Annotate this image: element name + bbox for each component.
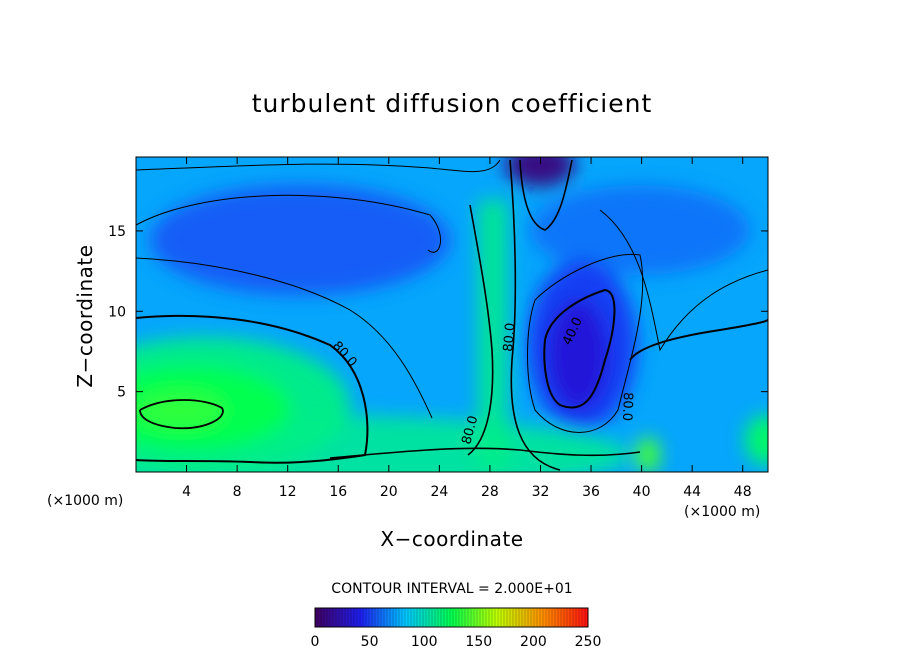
contour-jet-left xyxy=(467,204,494,456)
x-tick-label: 16 xyxy=(329,484,347,500)
colorbar-tick-label: 0 xyxy=(311,634,320,650)
x-unit-label-left: (×1000 m) xyxy=(47,493,123,509)
contour-100-core xyxy=(139,399,224,430)
y-tick-label: 10 xyxy=(108,304,126,320)
x-unit-label-right: (×1000 m) xyxy=(684,504,760,520)
jet-column xyxy=(478,200,508,470)
right-edge-high xyxy=(745,415,768,465)
colorbar-hatches xyxy=(317,609,586,626)
colorbar-tick-label: 200 xyxy=(520,634,547,650)
x-tick-label: 12 xyxy=(279,484,297,500)
x-tick-label: 28 xyxy=(481,484,499,500)
x-axis-title: X−coordinate xyxy=(380,527,523,551)
y-tick-label: 5 xyxy=(117,385,126,401)
colorbar-tick-label: 150 xyxy=(465,634,492,650)
x-tick-label: 8 xyxy=(233,484,242,500)
surface-spot xyxy=(636,437,660,472)
x-tick-label: 32 xyxy=(532,484,550,500)
contour-label-80-bottom: 80.0 xyxy=(459,414,481,446)
colorbar: 0 50 100 150 200 250 xyxy=(311,607,602,650)
contour-surface xyxy=(329,447,641,459)
y-axis-title: Z−coordinate xyxy=(73,244,97,387)
y-axis: 5 10 15 xyxy=(108,224,768,401)
x-tick-label: 48 xyxy=(734,484,752,500)
x-tick-label: 20 xyxy=(380,484,398,500)
contour-80-left xyxy=(136,314,369,464)
chart-title: turbulent diffusion coefficient xyxy=(252,89,653,118)
contour-right-thin xyxy=(599,209,768,352)
contour-80-right xyxy=(629,319,768,361)
colorbar-ramp xyxy=(314,607,589,628)
colorbar-tick-label: 250 xyxy=(575,634,602,650)
x-tick-label: 24 xyxy=(430,484,448,500)
x-axis: 4 8 12 16 20 24 28 32 36 40 44 48 xyxy=(182,157,752,500)
plot-area: 80.0 80.0 80.0 40.0 80.0 xyxy=(136,157,768,472)
contour-label-80-jet: 80.0 xyxy=(501,322,518,352)
contour-label-80-right: 80.0 xyxy=(619,392,635,421)
low-core xyxy=(548,300,608,410)
y-tick-label: 15 xyxy=(108,224,126,240)
upper-low-left xyxy=(150,185,450,295)
contour-top-jet xyxy=(519,159,573,231)
x-tick-label: 40 xyxy=(633,484,651,500)
contour-low-outer xyxy=(527,253,644,433)
top-jet xyxy=(505,157,575,187)
contour-lines xyxy=(136,159,768,471)
colorbar-tick-label: 100 xyxy=(411,634,438,650)
upper-low-right xyxy=(530,185,750,275)
contour-upper-blue xyxy=(136,194,442,253)
contour-upper-thin xyxy=(136,257,433,419)
x-tick-label: 4 xyxy=(182,484,191,500)
field-features xyxy=(136,157,768,472)
contour-40-core xyxy=(543,288,616,409)
contour-interval-label: CONTOUR INTERVAL = 2.000E+01 xyxy=(331,581,572,597)
contour-top-left xyxy=(136,159,501,173)
contour-jet-right xyxy=(509,159,561,471)
plot-frame xyxy=(135,156,769,473)
colorbar-ticks: 0 50 100 150 200 250 xyxy=(311,634,602,650)
colorbar-tick-label: 50 xyxy=(361,634,379,650)
x-tick-label: 36 xyxy=(582,484,600,500)
x-tick-label: 44 xyxy=(683,484,701,500)
